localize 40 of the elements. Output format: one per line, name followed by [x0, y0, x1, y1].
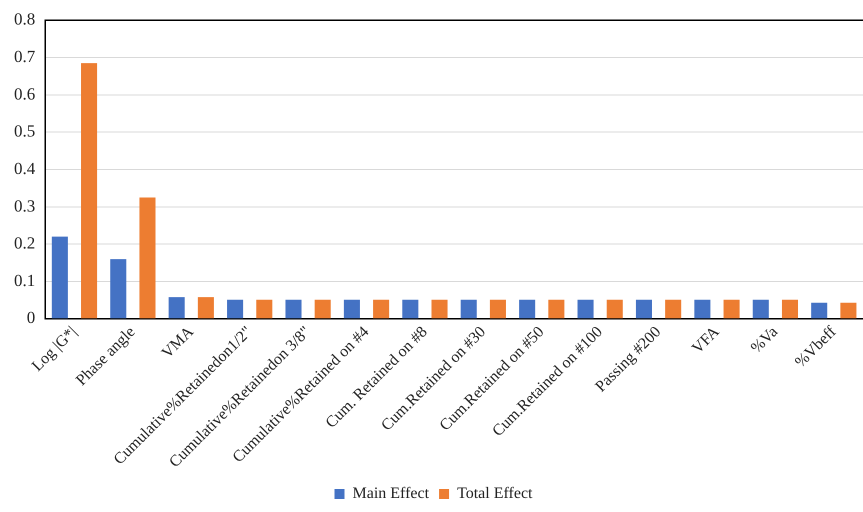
y-tick-label: 0.6: [14, 84, 36, 104]
bar: [402, 300, 418, 318]
bar: [431, 300, 448, 318]
x-tick-label: VFA: [688, 323, 724, 358]
bar: [227, 300, 244, 318]
bar: [314, 300, 331, 318]
bar: [782, 300, 798, 318]
bar: [840, 302, 856, 318]
bar: [636, 300, 652, 318]
legend-label: Main Effect: [352, 485, 430, 502]
bar: [606, 300, 623, 318]
bar: [110, 259, 126, 318]
bar: [52, 236, 68, 318]
bar: [694, 300, 710, 318]
bar: [490, 300, 506, 318]
bar: [665, 300, 682, 318]
bar: [519, 300, 536, 318]
bar: [752, 300, 769, 318]
bar: [198, 297, 214, 318]
bar: [578, 300, 594, 318]
bar: [285, 300, 302, 318]
bar: [168, 297, 185, 318]
bar: [724, 300, 740, 318]
y-tick-label: 0.1: [14, 270, 36, 290]
y-tick-label: 0.7: [14, 46, 36, 66]
bar: [811, 302, 828, 318]
y-tick-label: 0.2: [14, 234, 36, 253]
bar: [139, 197, 156, 318]
y-tick-label: 0.4: [14, 158, 36, 178]
x-tick-label: %Va: [748, 323, 782, 357]
legend-label: Total Effect: [457, 485, 534, 502]
y-tick-label: 0.5: [14, 122, 36, 141]
bar: [548, 300, 564, 318]
bar: [256, 300, 272, 318]
bar: [344, 300, 360, 318]
bar: [81, 63, 98, 318]
y-tick-label: 0.3: [14, 196, 36, 216]
bar: [460, 300, 477, 318]
bar: [373, 300, 390, 318]
y-tick-label: 0.8: [14, 10, 36, 29]
